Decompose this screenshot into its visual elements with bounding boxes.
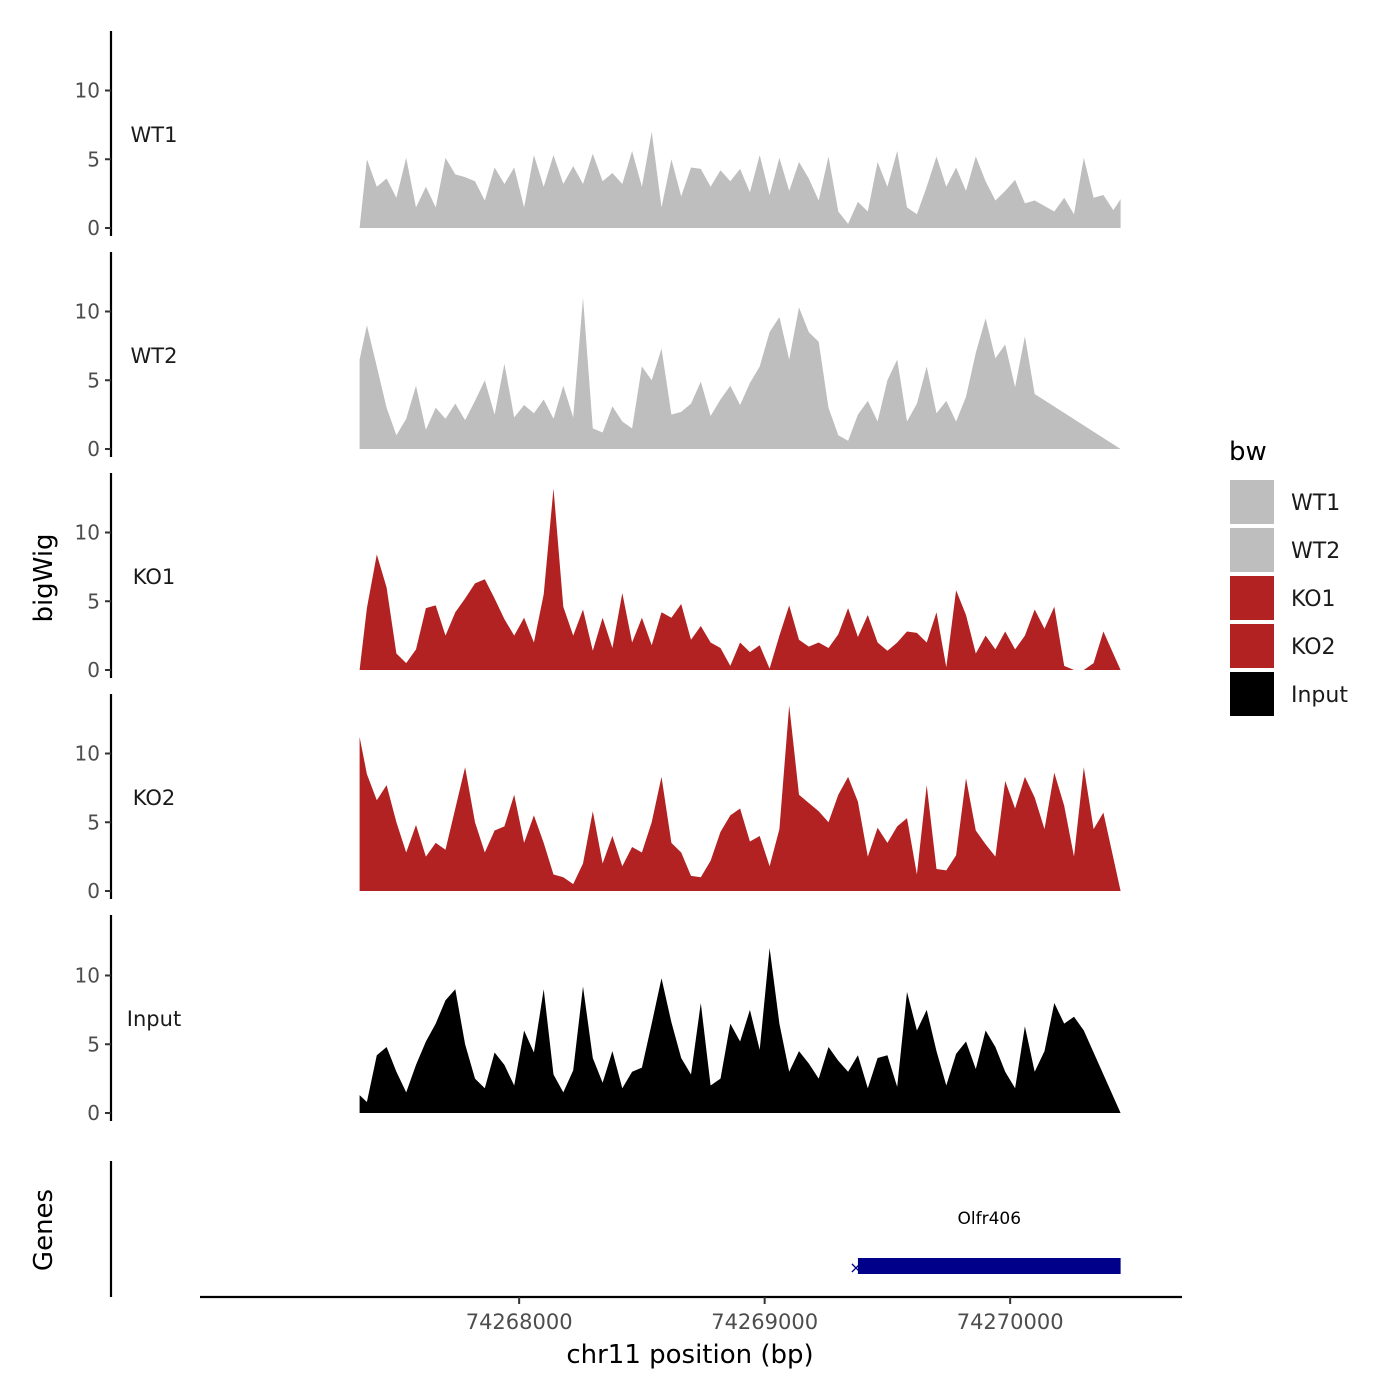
tracks-layer: 0 5 10 WT1 0 5 10 WT2 0 5 10 KO1 0 5 10 KO2 0 5 10 Input — [75, 31, 1121, 1125]
gene-body — [857, 1258, 1121, 1274]
legend-title: bw — [1229, 437, 1267, 467]
y-tick-label: 10 — [75, 964, 100, 988]
track-label-ko2: KO2 — [133, 786, 176, 810]
track-area-ko1 — [359, 488, 1121, 670]
legend-swatch-ko2 — [1230, 624, 1274, 668]
x-axis: 74268000 74269000 74270000 — [200, 1295, 1182, 1334]
track-wt1: 0 5 10 WT1 — [75, 31, 1121, 240]
y-tick-label: 5 — [87, 147, 100, 171]
track-area-ko2 — [359, 705, 1121, 891]
y-tick-label: 0 — [87, 658, 100, 682]
legend-swatch-wt1 — [1230, 480, 1274, 524]
y-tick-label: 10 — [75, 79, 100, 103]
track-input: 0 5 10 Input — [75, 915, 1121, 1125]
y-tick-label: 0 — [87, 216, 100, 240]
legend-label-input: Input — [1291, 683, 1348, 708]
y-tick-label: 0 — [87, 437, 100, 461]
track-label-wt2: WT2 — [131, 344, 178, 368]
legend-label-ko1: KO1 — [1291, 587, 1336, 612]
legend: bw WT1 WT2 KO1 KO2 Input — [1229, 437, 1348, 716]
y-tick-label: 10 — [75, 300, 100, 324]
genes-panel: × Olfr406 — [109, 1161, 1121, 1297]
track-area-input — [359, 948, 1121, 1113]
y-tick-label: 5 — [87, 589, 100, 613]
x-tick-label: 74269000 — [711, 1310, 818, 1334]
y-tick-label: 0 — [87, 879, 100, 903]
track-ko1: 0 5 10 KO1 — [75, 473, 1121, 682]
x-axis-title: chr11 position (bp) — [566, 1340, 813, 1370]
legend-swatch-input — [1230, 672, 1274, 716]
x-tick-label: 74270000 — [957, 1310, 1064, 1334]
track-label-ko1: KO1 — [133, 565, 176, 589]
y-tick-label: 5 — [87, 810, 100, 834]
y-tick-label: 10 — [75, 521, 100, 545]
track-wt2: 0 5 10 WT2 — [75, 252, 1121, 461]
track-label-input: Input — [127, 1007, 181, 1031]
gene-label: Olfr406 — [958, 1209, 1022, 1229]
legend-label-wt1: WT1 — [1291, 491, 1340, 516]
track-label-wt1: WT1 — [131, 123, 178, 147]
legend-swatch-ko1 — [1230, 576, 1274, 620]
track-area-wt1 — [359, 131, 1121, 228]
genes-axis-title: Genes — [29, 1189, 59, 1271]
y-tick-label: 10 — [75, 742, 100, 766]
y-axis-title: bigWig — [29, 533, 59, 622]
legend-swatch-wt2 — [1230, 528, 1274, 572]
gene-strand-marker: × — [849, 1258, 862, 1277]
x-tick-label: 74268000 — [466, 1310, 573, 1334]
legend-label-ko2: KO2 — [1291, 635, 1336, 660]
y-tick-label: 5 — [87, 368, 100, 392]
track-area-wt2 — [359, 297, 1121, 449]
y-tick-label: 0 — [87, 1101, 100, 1125]
y-tick-label: 5 — [87, 1032, 100, 1056]
legend-label-wt2: WT2 — [1291, 539, 1340, 564]
track-ko2: 0 5 10 KO2 — [75, 694, 1121, 903]
